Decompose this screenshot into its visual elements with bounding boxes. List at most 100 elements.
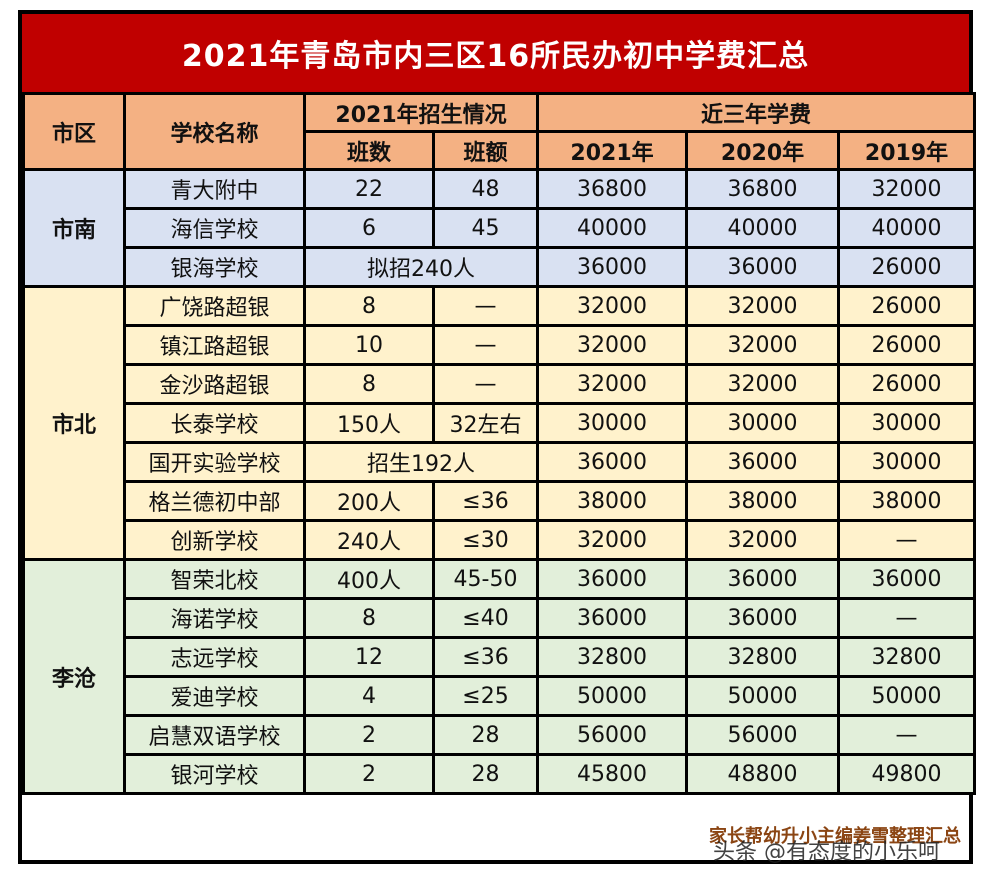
table-row: 爱迪学校 4 ≤25 50000 50000 50000 [23,675,977,717]
class-size-cell: ≤40 [431,597,540,639]
fee-2021-cell: 56000 [536,714,689,756]
fee-2019-cell: 26000 [837,246,977,288]
fee-2020-cell: 32000 [685,324,841,366]
fee-2021-cell: 32000 [536,519,689,561]
classes-cell: 4 [303,675,435,717]
school-name-cell: 海信学校 [123,207,306,249]
table-row: 镇江路超银 10—32000 32000 26000 [23,324,977,366]
fee-2021-cell: 36000 [536,597,689,639]
fee-2020-cell: 36000 [685,441,841,483]
fee-2019-cell: 49800 [837,753,977,795]
region-cell: 市南 [22,168,126,288]
fee-2019-cell: 26000 [837,324,977,366]
classes-cell: 150人 [303,402,435,444]
fee-2020-cell: 36000 [685,246,841,288]
class-size-cell: 48 [431,168,540,210]
school-name-cell: 格兰德初中部 [123,480,306,522]
class-size-cell: 45 [431,207,540,249]
fee-2021-cell: 50000 [536,675,689,717]
enrollment-merged-cell: 拟招240人 [302,246,540,288]
school-name-cell: 创新学校 [123,519,306,561]
header-fees: 近三年学费 [536,92,977,133]
classes-cell: 8 [303,285,435,327]
header-2019: 2019年 [837,130,977,171]
school-name-cell: 金沙路超银 [123,363,306,405]
fee-2021-cell: 36800 [536,168,689,210]
classes-cell: 240人 [303,519,435,561]
fee-2020-cell: 32000 [685,285,841,327]
table-body: 市南 青大附中 22 48 36800 36800 32000 海信学校 6 45 40000 400… [22,168,977,795]
fee-2021-cell: 32000 [536,285,689,327]
fee-2020-cell: 36800 [685,168,841,210]
school-name-cell: 银海学校 [123,246,306,288]
watermark: 头条 @有态度的小乐呵 [713,840,940,865]
table-row: 银海学校 拟招240人 36000 36000 26000 [23,246,977,288]
table-row: 启慧双语学校 2 28 56000 56000— [23,714,977,756]
fee-2019-cell: 40000 [837,207,977,249]
class-size-cell: ≤36 [431,636,540,678]
region-cell: 市北 [22,285,126,561]
class-size-cell: 28 [431,753,540,795]
fee-2020-cell: 38000 [685,480,841,522]
fee-2021-cell: 32000 [536,324,689,366]
fee-2020-cell: 36000 [685,558,841,600]
class-size-cell: ≤30 [431,519,540,561]
fee-2021-cell: 36000 [536,246,689,288]
class-size-cell: ≤36 [431,480,540,522]
table-row: 海信学校 6 45 40000 40000 40000 [23,207,977,249]
fee-2020-cell: 36000 [685,597,841,639]
header-row-1: 市区 学校名称 2021年招生情况 近三年学费 [22,92,977,171]
fee-2019-cell: 50000 [837,675,977,717]
fee-2019-cell: — [837,714,977,756]
classes-cell: 400人 [303,558,435,600]
classes-cell: 6 [303,207,435,249]
classes-cell: 200人 [303,480,435,522]
classes-cell: 22 [303,168,435,210]
table-row: 市北 广饶路超银 8—32000 32000 26000 [22,285,977,561]
fee-2019-cell: 30000 [837,402,977,444]
table-row: 金沙路超银 8—32000 32000 26000 [23,363,977,405]
fee-2019-cell: 30000 [837,441,977,483]
table-row: 志远学校 12 ≤36 32800 32800 32800 [23,636,977,678]
fee-2021-cell: 40000 [536,207,689,249]
fee-2020-cell: 40000 [685,207,841,249]
classes-cell: 8 [303,363,435,405]
fee-2020-cell: 32000 [685,363,841,405]
class-size-cell: 28 [431,714,540,756]
fee-2020-cell: 32000 [685,519,841,561]
school-name-cell: 海诺学校 [123,597,306,639]
school-name-cell: 青大附中 [123,168,306,210]
fee-2019-cell: — [837,597,977,639]
fee-2021-cell: 32000 [536,363,689,405]
class-size-cell: — [431,363,540,405]
sheet-title: 2021年青岛市内三区16所民办初中学费汇总 [22,14,969,92]
fee-2019-cell: 26000 [837,363,977,405]
school-name-cell: 镇江路超银 [123,324,306,366]
school-name-cell: 智荣北校 [123,558,306,600]
fee-2021-cell: 36000 [536,558,689,600]
fee-2019-cell: 26000 [837,285,977,327]
fee-2020-cell: 56000 [685,714,841,756]
table-row: 海诺学校 8 ≤40 36000 36000— [23,597,977,639]
header-school: 学校名称 [123,92,306,171]
fee-2021-cell: 32800 [536,636,689,678]
school-name-cell: 银河学校 [123,753,306,795]
class-size-cell: 45-50 [431,558,540,600]
school-name-cell: 广饶路超银 [123,285,306,327]
fee-2020-cell: 48800 [685,753,841,795]
classes-cell: 10 [303,324,435,366]
fee-summary-sheet: 2021年青岛市内三区16所民办初中学费汇总 市区 学校名称 2021年招生情况… [18,10,977,864]
school-name-cell: 国开实验学校 [123,441,306,483]
header-district: 市区 [22,92,126,171]
school-name-cell: 长泰学校 [123,402,306,444]
fee-table: 市区 学校名称 2021年招生情况 近三年学费 班数 班额 2021年 2020… [22,92,977,795]
table-row: 长泰学校 150人 32左右 30000 30000 30000 [23,402,977,444]
class-size-cell: — [431,324,540,366]
school-name-cell: 志远学校 [123,636,306,678]
fee-2021-cell: 36000 [536,441,689,483]
school-name-cell: 启慧双语学校 [123,714,306,756]
classes-cell: 12 [303,636,435,678]
region-cell: 李沧 [22,558,126,795]
fee-2020-cell: 50000 [685,675,841,717]
fee-2020-cell: 30000 [685,402,841,444]
